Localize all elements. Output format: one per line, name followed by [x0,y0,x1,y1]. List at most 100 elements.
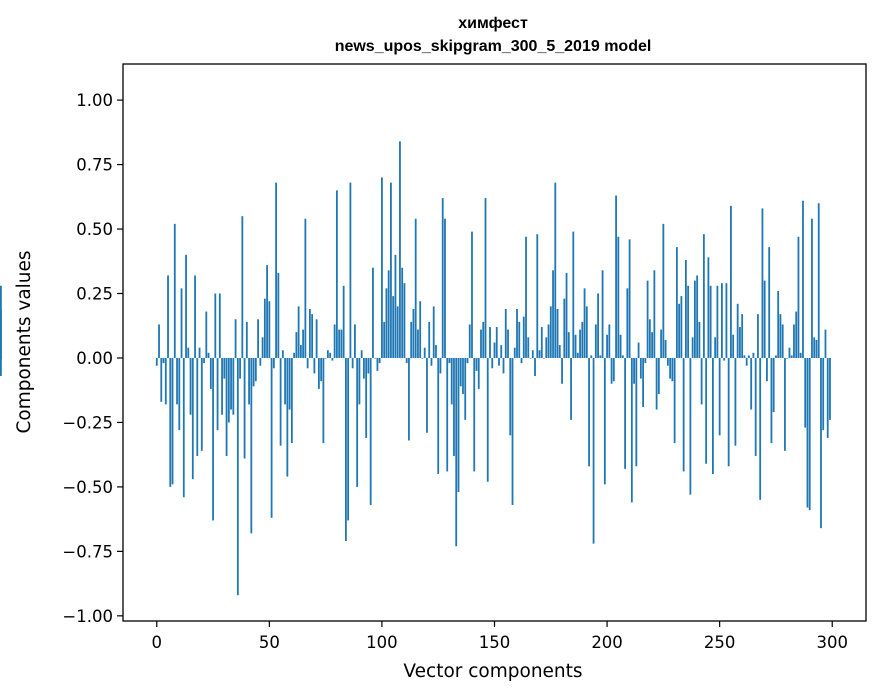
bar [757,314,759,358]
bar [718,357,721,436]
bar [829,357,831,420]
bar [428,321,431,358]
bar [387,270,390,358]
bar [565,272,568,358]
plot-area-frame [122,63,867,622]
bar [437,357,440,475]
bar [687,285,690,358]
bar [363,357,365,379]
bar [396,306,399,358]
bar [466,357,469,364]
bar [333,324,336,358]
bar [581,321,584,358]
x-axis-label: Vector components [403,661,582,682]
bar [263,298,266,358]
bar [444,218,446,358]
bar [347,357,350,521]
bar [525,236,527,358]
bar [0,357,2,359]
bar [320,357,323,382]
bar [777,290,780,358]
bar [471,231,473,358]
bar [712,357,714,475]
bar [162,357,165,364]
bar [421,357,424,359]
bar [808,357,811,511]
bar [234,319,237,358]
bar [450,357,453,405]
bar [412,308,415,358]
bar [475,357,478,371]
bar [588,357,590,467]
bar [739,327,741,358]
bar [306,357,309,369]
y-axis-ticks: −1.00 −0.75 −0.50 −0.25 0.00 0.25 0.50 0.75 1.00 [62,91,123,626]
bar [743,355,746,358]
bar [675,247,678,358]
y-tick-label: −0.50 [62,478,113,497]
y-tick-label: −0.25 [62,413,113,432]
bar [205,311,208,358]
bar [745,357,748,366]
bar [189,357,192,415]
bar [288,357,291,410]
bar [698,321,701,358]
bar [477,357,480,389]
bar [572,231,575,358]
bar [218,293,221,358]
bar [545,337,548,358]
bar [576,352,579,358]
bar [176,357,178,405]
bar [563,298,566,358]
bar [597,293,599,358]
bar [342,285,345,358]
bar [284,357,287,405]
bar [574,334,577,358]
bar [221,357,223,415]
bar [245,321,248,358]
bar [378,357,381,364]
bar [293,352,296,358]
bar [446,357,449,472]
bar [621,355,624,358]
bar [482,321,485,358]
bar [491,357,494,369]
bar [236,357,239,596]
bar [252,357,255,387]
bar [304,218,307,358]
bar [705,357,708,464]
bar [806,357,809,508]
bar [203,357,205,364]
bar [272,357,275,369]
bar [448,357,451,364]
bar [786,357,789,359]
bar [259,357,262,366]
bar [660,329,663,358]
bar [277,272,280,358]
bar [639,357,642,379]
bar [214,293,217,358]
bar [696,275,699,358]
bar [410,321,413,358]
bar [594,324,597,358]
bar [734,357,737,446]
bar [817,203,820,358]
bar [691,337,694,358]
bar [299,345,302,358]
bar [372,267,374,358]
bar [799,352,802,358]
bar [585,306,588,358]
bar [331,357,334,361]
bar [315,319,318,358]
bar [520,357,523,364]
bar [349,182,352,358]
bar [651,332,654,358]
bar [648,319,651,358]
y-tick-label: 0.75 [76,156,113,175]
bar [804,357,807,428]
bar [340,329,343,358]
bar [642,357,644,407]
bar [721,283,723,358]
bar [417,329,419,358]
